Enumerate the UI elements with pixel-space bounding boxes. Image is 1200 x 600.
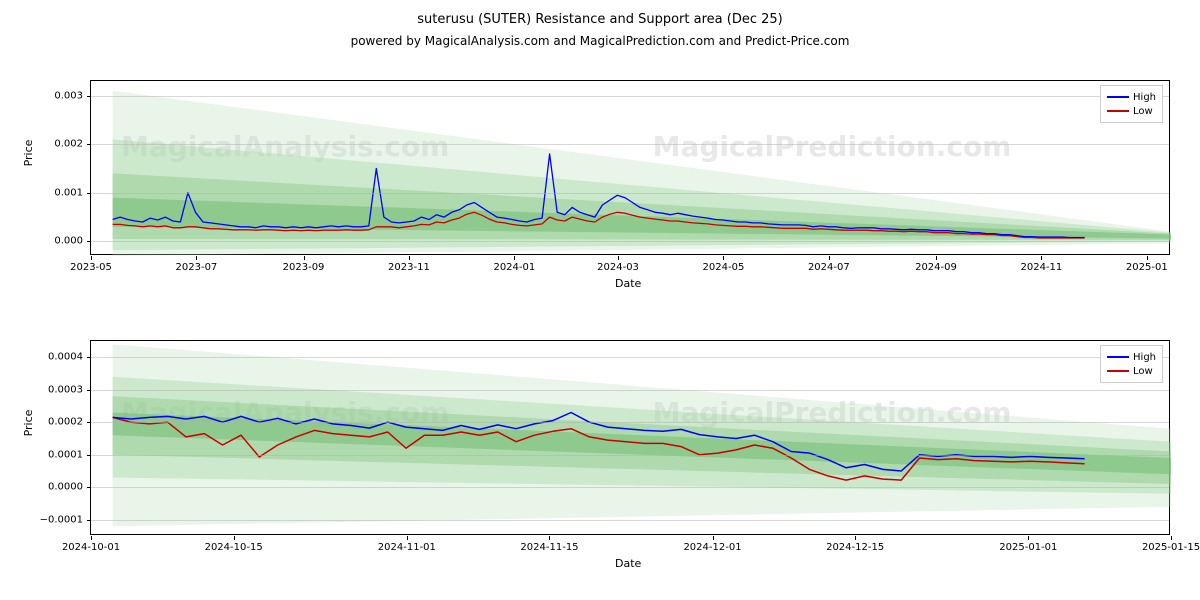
legend-swatch — [1107, 110, 1129, 112]
x-tick-label: 2025-01 — [1126, 262, 1168, 273]
y-tick-mark — [87, 241, 91, 242]
x-tick-label: 2024-11 — [1020, 262, 1062, 273]
x-tick-mark — [1171, 536, 1172, 540]
grid-line — [91, 390, 1169, 391]
y-tick-label: 0.0004 — [31, 352, 83, 363]
x-tick-mark — [855, 536, 856, 540]
grid-line — [91, 520, 1169, 521]
x-tick-label: 2024-10-15 — [205, 542, 263, 553]
x-tick-mark — [829, 256, 830, 260]
bottom-x-axis-label: Date — [615, 557, 641, 570]
x-tick-mark — [1041, 256, 1042, 260]
x-tick-mark — [234, 536, 235, 540]
x-tick-label: 2024-01 — [493, 262, 535, 273]
x-tick-mark — [1028, 536, 1029, 540]
y-tick-label: 0.0003 — [31, 384, 83, 395]
x-tick-label: 2024-10-01 — [62, 542, 120, 553]
grid-line — [91, 144, 1169, 145]
grid-line — [91, 96, 1169, 97]
bottom-panel: MagicalAnalysis.comMagicalPrediction.com… — [90, 340, 1170, 535]
grid-line — [91, 487, 1169, 488]
x-tick-mark — [936, 256, 937, 260]
plot-svg — [91, 341, 1171, 536]
legend-swatch — [1107, 370, 1129, 372]
y-tick-label: 0.0000 — [31, 482, 83, 493]
chart-subtitle: powered by MagicalAnalysis.com and Magic… — [0, 34, 1200, 48]
grid-line — [91, 241, 1169, 242]
legend-label: Low — [1133, 106, 1153, 117]
plot-svg — [91, 81, 1171, 256]
x-tick-label: 2023-09 — [283, 262, 325, 273]
x-tick-mark — [618, 256, 619, 260]
x-tick-mark — [196, 256, 197, 260]
legend-item: High — [1107, 90, 1156, 104]
x-tick-label: 2024-12-15 — [826, 542, 884, 553]
x-tick-label: 2023-11 — [388, 262, 430, 273]
legend-swatch — [1107, 96, 1129, 98]
grid-line — [91, 455, 1169, 456]
legend: High Low — [1100, 345, 1163, 383]
y-tick-mark — [87, 455, 91, 456]
y-tick-label: 0.0002 — [31, 417, 83, 428]
y-tick-mark — [87, 422, 91, 423]
x-tick-mark — [304, 256, 305, 260]
top-x-axis-label: Date — [615, 277, 641, 290]
bottom-y-axis-label: Price — [22, 393, 35, 453]
x-tick-label: 2023-07 — [176, 262, 218, 273]
legend-label: Low — [1133, 366, 1153, 377]
x-tick-mark — [91, 536, 92, 540]
chart-supertitle: suterusu (SUTER) Resistance and Support … — [0, 12, 1200, 27]
y-tick-mark — [87, 390, 91, 391]
x-tick-label: 2024-11-15 — [520, 542, 578, 553]
x-tick-mark — [91, 256, 92, 260]
x-tick-label: 2024-05 — [703, 262, 745, 273]
grid-line — [91, 193, 1169, 194]
x-tick-label: 2024-12-01 — [683, 542, 741, 553]
y-tick-label: 0.0001 — [31, 449, 83, 460]
legend-item: High — [1107, 350, 1156, 364]
top-panel: MagicalAnalysis.comMagicalPrediction.com… — [90, 80, 1170, 255]
x-tick-mark — [514, 256, 515, 260]
x-tick-mark — [549, 536, 550, 540]
x-tick-label: 2024-11-01 — [378, 542, 436, 553]
x-tick-label: 2025-01-01 — [999, 542, 1057, 553]
y-tick-label: −0.0001 — [31, 514, 83, 525]
x-tick-label: 2024-03 — [597, 262, 639, 273]
y-tick-mark — [87, 520, 91, 521]
x-tick-label: 2024-07 — [808, 262, 850, 273]
legend-item: Low — [1107, 104, 1156, 118]
y-tick-mark — [87, 487, 91, 488]
x-tick-mark — [407, 536, 408, 540]
y-tick-label: 0.002 — [31, 139, 83, 150]
y-tick-mark — [87, 144, 91, 145]
legend-swatch — [1107, 356, 1129, 358]
x-tick-mark — [409, 256, 410, 260]
grid-line — [91, 422, 1169, 423]
x-tick-label: 2023-05 — [70, 262, 112, 273]
grid-line — [91, 357, 1169, 358]
x-tick-label: 2024-09 — [915, 262, 957, 273]
x-tick-label: 2025-01-15 — [1142, 542, 1200, 553]
top-y-axis-label: Price — [22, 123, 35, 183]
y-tick-mark — [87, 357, 91, 358]
y-tick-mark — [87, 193, 91, 194]
x-tick-mark — [1147, 256, 1148, 260]
legend-label: High — [1133, 92, 1156, 103]
y-tick-label: 0.003 — [31, 90, 83, 101]
legend-item: Low — [1107, 364, 1156, 378]
legend-label: High — [1133, 352, 1156, 363]
figure: suterusu (SUTER) Resistance and Support … — [0, 0, 1200, 600]
y-tick-mark — [87, 96, 91, 97]
y-tick-label: 0.001 — [31, 187, 83, 198]
y-tick-label: 0.000 — [31, 236, 83, 247]
legend: High Low — [1100, 85, 1163, 123]
x-tick-mark — [713, 536, 714, 540]
x-tick-mark — [723, 256, 724, 260]
